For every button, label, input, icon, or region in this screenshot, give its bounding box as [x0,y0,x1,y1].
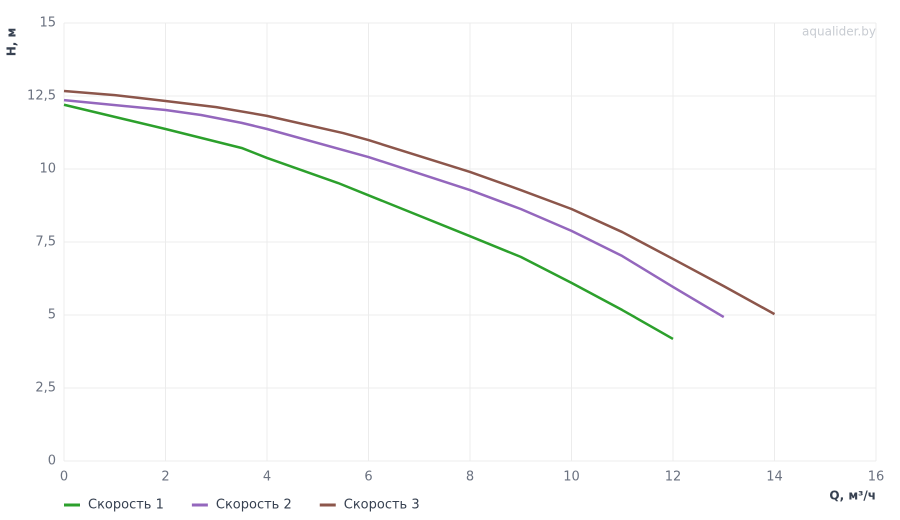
watermark: aqualider.by [802,25,876,39]
x-tick-label: 4 [263,470,271,485]
x-tick-label: 10 [563,470,580,485]
y-tick-label: 7,5 [35,235,56,250]
legend-label: Скорость 1 [88,498,164,513]
x-tick-label: 0 [60,470,68,485]
x-tick-label: 2 [161,470,169,485]
y-tick-label: 0 [48,454,56,469]
x-axis-title: Q, м³/ч [829,489,876,503]
line [63,89,776,316]
y-tick-label: 12,5 [27,89,56,104]
legend-label: Скорость 3 [344,498,420,513]
x-tick-label: 6 [364,470,372,485]
x-tick-label: 14 [766,470,783,485]
y-tick-label: 15 [39,16,56,31]
legend-label: Скорость 2 [216,498,292,513]
x-tick-label: 12 [665,470,682,485]
line [63,98,725,319]
x-tick-label: 8 [466,470,474,485]
x-tick-label: 16 [868,470,885,485]
y-axis-title: H, м [5,28,19,57]
y-tick-label: 5 [48,308,56,323]
y-tick-label: 10 [39,162,56,177]
y-tick-label: 2,5 [35,381,56,396]
line [63,103,674,341]
